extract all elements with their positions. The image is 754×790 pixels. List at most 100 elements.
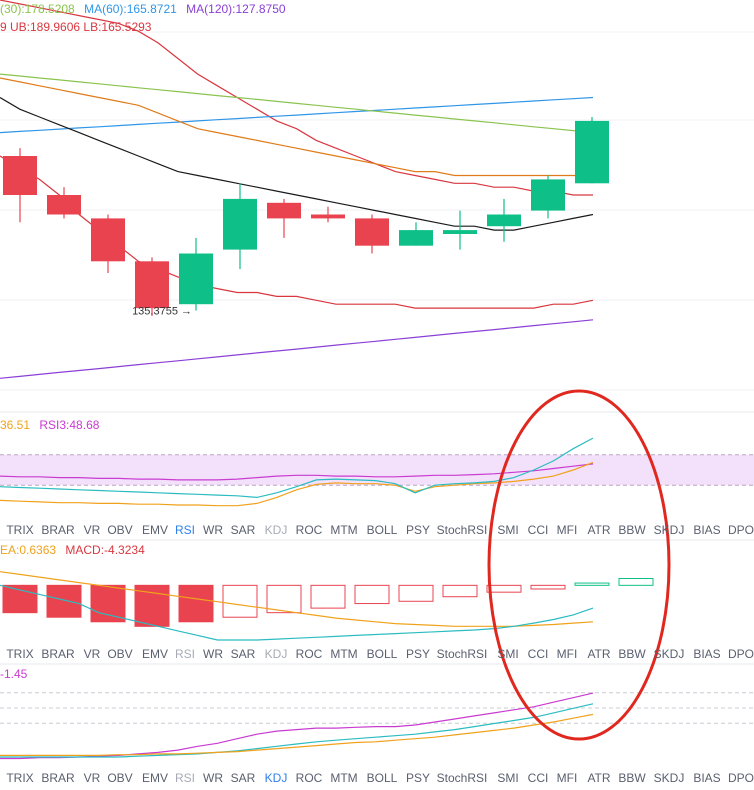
candle-body [47, 195, 81, 215]
tab-obv[interactable]: OBV [107, 647, 133, 661]
tab-roc[interactable]: ROC [295, 647, 323, 661]
tab-bbw[interactable]: BBW [618, 647, 646, 661]
tab-stochrsi[interactable]: StochRSI [436, 647, 488, 661]
macd-bar [530, 584, 566, 590]
tab-cci[interactable]: CCI [527, 771, 549, 785]
tab-smi[interactable]: SMI [497, 523, 519, 537]
tab-kdj[interactable]: KDJ [264, 771, 288, 785]
tab-obv[interactable]: OBV [107, 771, 133, 785]
tab-atr[interactable]: ATR [587, 647, 611, 661]
tab-roc[interactable]: ROC [295, 771, 323, 785]
tab-rsi[interactable]: RSI [174, 647, 196, 661]
tab-dpo[interactable]: DPO [727, 523, 754, 537]
legend-boll: 9 UB:189.9606 LB:165.5293 [0, 20, 152, 34]
indicator-tabs-1: TRIX BRAR VR OBV EMV RSI WR SAR KDJ ROC MTM BOLL PSY… [0, 520, 754, 542]
rsi1-line [0, 463, 594, 481]
tab-trix[interactable]: TRIX [6, 771, 34, 785]
tab-vr[interactable]: VR [83, 523, 101, 537]
candle-body [487, 214, 521, 227]
candle-body [531, 179, 565, 211]
tab-emv[interactable]: EMV [141, 771, 169, 785]
tab-mtm[interactable]: MTM [330, 647, 358, 661]
indicator-tabs-3: TRIX BRAR VR OBV EMV RSI WR SAR KDJ ROC MTM BOLL PSY… [0, 768, 754, 790]
candle-body [399, 230, 433, 246]
tab-emv[interactable]: EMV [141, 647, 169, 661]
tab-rsi[interactable]: RSI [174, 771, 196, 785]
candle-body [135, 261, 169, 309]
tab-atr[interactable]: ATR [587, 523, 611, 537]
tab-brar[interactable]: BRAR [41, 647, 75, 661]
tab-bbw[interactable]: BBW [618, 523, 646, 537]
main-legend: (30):178.5208 MA(60):165.8721 MA(120):12… [0, 2, 292, 16]
rsi2-line [0, 461, 594, 507]
legend-macd: MACD:-4.3234 [65, 543, 145, 557]
tab-psy[interactable]: PSY [405, 523, 431, 537]
tab-vr[interactable]: VR [83, 771, 101, 785]
tab-atr[interactable]: ATR [587, 771, 611, 785]
tab-bias[interactable]: BIAS [693, 771, 721, 785]
tab-rsi[interactable]: RSI [174, 523, 196, 537]
tab-brar[interactable]: BRAR [41, 523, 75, 537]
tab-wr[interactable]: WR [203, 523, 223, 537]
tab-sar[interactable]: SAR [230, 771, 256, 785]
legend-ma30: (30):178.5208 [0, 2, 75, 16]
tab-sar[interactable]: SAR [230, 647, 256, 661]
tab-dpo[interactable]: DPO [727, 771, 754, 785]
tab-bias[interactable]: BIAS [693, 523, 721, 537]
macd-bar [134, 584, 170, 627]
kdj-d-line [0, 703, 594, 758]
tab-mtm[interactable]: MTM [330, 523, 358, 537]
low-price-label: 135.3755 → [132, 306, 192, 318]
tab-kdj[interactable]: KDJ [264, 647, 288, 661]
tab-psy[interactable]: PSY [405, 771, 431, 785]
tab-skdj[interactable]: SKDJ [653, 771, 685, 785]
tab-brar[interactable]: BRAR [41, 771, 75, 785]
tab-bbw[interactable]: BBW [618, 771, 646, 785]
candle-body [311, 214, 345, 219]
tab-skdj[interactable]: SKDJ [653, 523, 685, 537]
tab-psy[interactable]: PSY [405, 647, 431, 661]
tab-mtm[interactable]: MTM [330, 771, 358, 785]
legend-rsi2: 36.51 [0, 418, 31, 432]
macd-bar [178, 584, 214, 623]
boll-legend: 9 UB:189.9606 LB:165.5293 [0, 20, 157, 34]
macd-bar [354, 584, 390, 605]
tab-cci[interactable]: CCI [527, 523, 549, 537]
tab-boll[interactable]: BOLL [366, 647, 398, 661]
tab-kdj[interactable]: KDJ [264, 523, 288, 537]
tab-skdj[interactable]: SKDJ [653, 647, 685, 661]
tab-sar[interactable]: SAR [230, 523, 256, 537]
candle-body [223, 198, 257, 250]
legend-ma60: MA(60):165.8721 [84, 2, 177, 16]
tab-wr[interactable]: WR [203, 771, 223, 785]
macd-bar [398, 584, 434, 602]
tab-roc[interactable]: ROC [295, 523, 323, 537]
rsi-band [0, 454, 754, 486]
tab-cci[interactable]: CCI [527, 647, 549, 661]
tab-trix[interactable]: TRIX [6, 523, 34, 537]
tab-vr[interactable]: VR [83, 647, 101, 661]
macd-bar [574, 582, 610, 586]
tab-wr[interactable]: WR [203, 647, 223, 661]
ma120-line [0, 319, 594, 379]
tab-stochrsi[interactable]: StochRSI [436, 771, 488, 785]
tab-mfi[interactable]: MFI [556, 771, 578, 785]
tab-emv[interactable]: EMV [141, 523, 169, 537]
tab-boll[interactable]: BOLL [366, 523, 398, 537]
tab-stochrsi[interactable]: StochRSI [436, 523, 488, 537]
tab-bias[interactable]: BIAS [693, 647, 721, 661]
tab-boll[interactable]: BOLL [366, 771, 398, 785]
tab-trix[interactable]: TRIX [6, 647, 34, 661]
tab-dpo[interactable]: DPO [727, 647, 754, 661]
macd-bar [2, 584, 38, 614]
tab-obv[interactable]: OBV [107, 523, 133, 537]
tab-mfi[interactable]: MFI [556, 647, 578, 661]
tab-mfi[interactable]: MFI [556, 523, 578, 537]
tab-smi[interactable]: SMI [497, 771, 519, 785]
tab-smi[interactable]: SMI [497, 647, 519, 661]
legend-dea: EA:0.6363 [0, 543, 57, 557]
macd-bar [310, 584, 346, 609]
candle-body [3, 156, 37, 195]
